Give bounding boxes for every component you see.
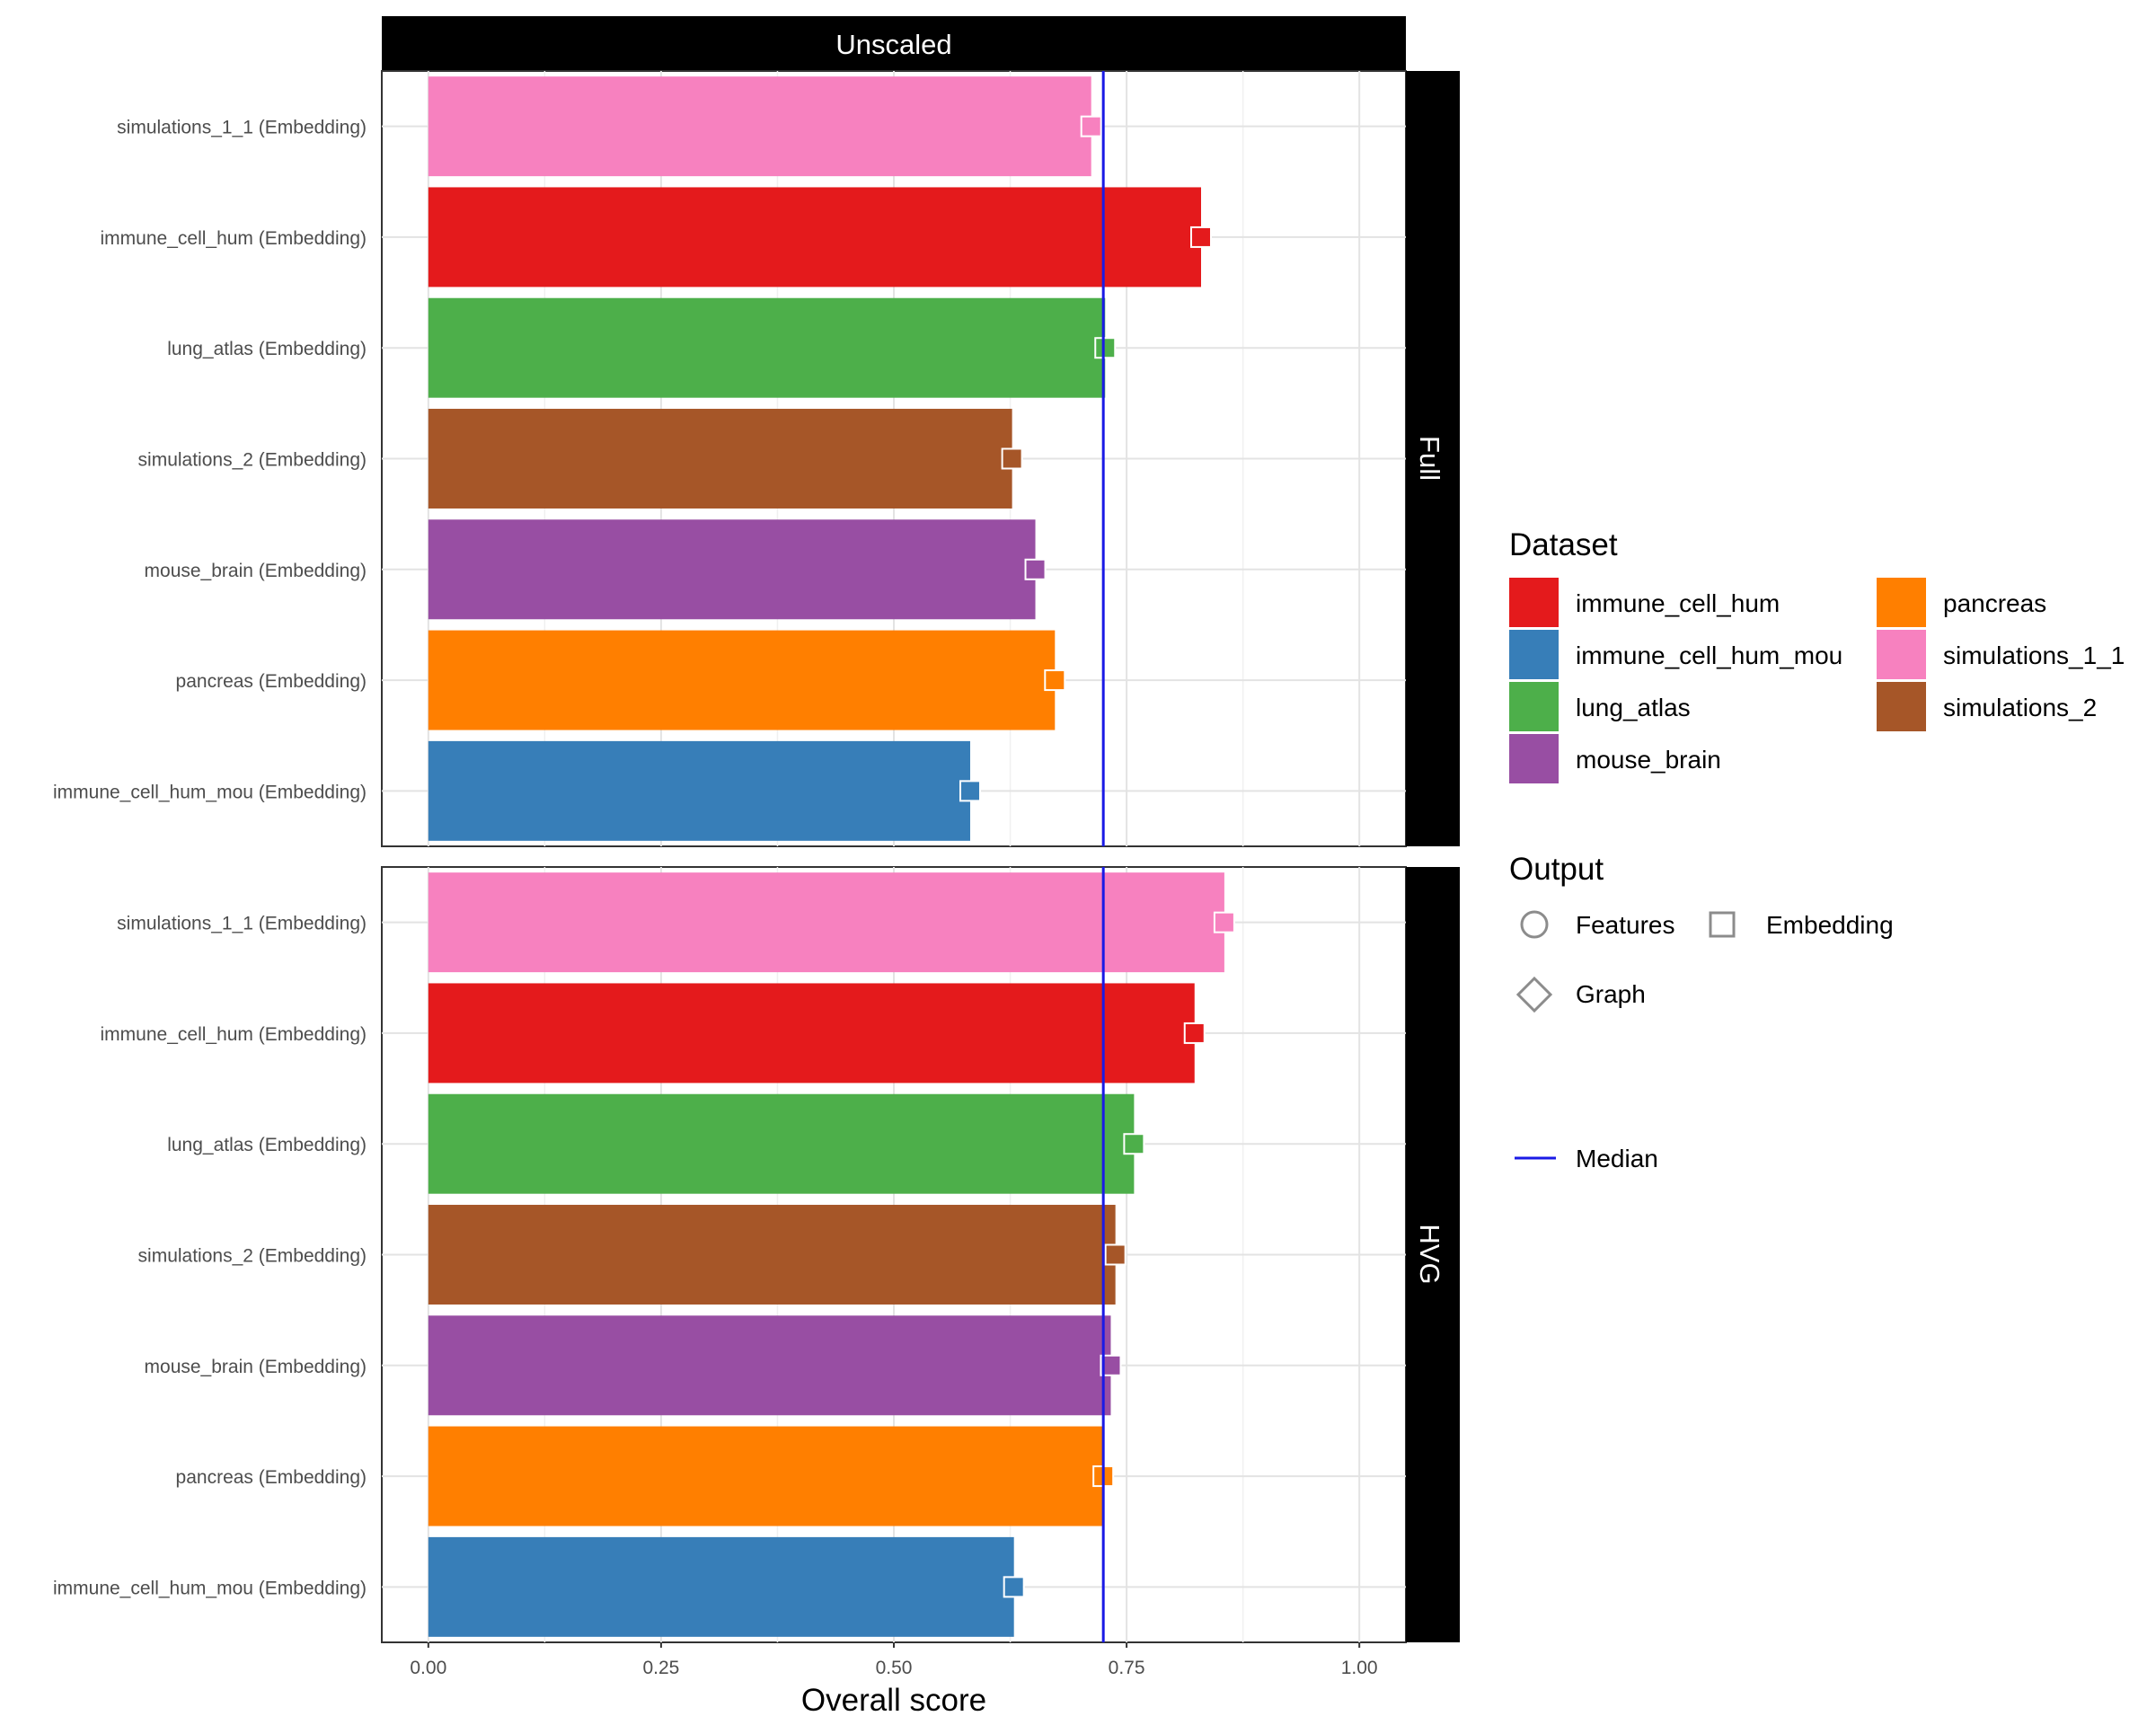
legend-label-mouse_brain: mouse_brain xyxy=(1576,746,1721,774)
bar xyxy=(428,872,1224,973)
point-embedding xyxy=(1183,1022,1206,1044)
legend-swatch-pancreas xyxy=(1877,578,1926,627)
x-axis: 0.00 0.25 0.50 0.75 1.00 xyxy=(410,1642,1378,1678)
legend-label-lung_atlas: lung_atlas xyxy=(1576,694,1691,721)
row-strip-label-full: Full xyxy=(1414,436,1445,481)
point-embedding xyxy=(1080,115,1102,137)
legend-swatch-simulations_2 xyxy=(1877,682,1926,731)
point-embedding xyxy=(1094,337,1117,359)
legend-output-label-features: Features xyxy=(1576,911,1675,939)
legend-swatch-immune_cell_hum xyxy=(1509,578,1559,627)
legend-dataset: Dataset immune_cell_hum immune_cell_hum_m… xyxy=(1509,527,2125,783)
y-tick-label: simulations_1_1 (Embedding) xyxy=(117,914,367,934)
points-hvg xyxy=(1003,911,1235,1598)
point-embedding xyxy=(1024,558,1047,580)
point-embedding xyxy=(1104,1243,1127,1266)
x-tick-label: 0.25 xyxy=(642,1658,679,1678)
x-tick-label: 0.50 xyxy=(876,1658,913,1678)
y-tick-label: immune_cell_hum (Embedding) xyxy=(101,1024,367,1045)
legend-dataset-title: Dataset xyxy=(1509,527,1618,562)
point-embedding xyxy=(1190,226,1212,248)
bar xyxy=(428,1536,1014,1637)
legend-median: Median xyxy=(1515,1145,1658,1172)
y-tick-label: simulations_2 (Embedding) xyxy=(138,1246,367,1267)
legend-label-immune_cell_hum_mou: immune_cell_hum_mou xyxy=(1576,641,1842,669)
y-tick-label: lung_atlas (Embedding) xyxy=(167,1135,367,1155)
x-tick-label: 0.00 xyxy=(410,1658,446,1678)
y-tick-label: immune_cell_hum (Embedding) xyxy=(101,228,367,249)
legend-dataset-entries: immune_cell_hum immune_cell_hum_mou lung_a… xyxy=(1509,578,2125,783)
bar xyxy=(428,519,1036,620)
legend-swatch-simulations_1_1 xyxy=(1877,630,1926,679)
bars-hvg xyxy=(428,872,1224,1637)
x-tick-label: 0.75 xyxy=(1109,1658,1145,1678)
bar xyxy=(428,409,1012,509)
bar xyxy=(428,1205,1116,1305)
column-strip-label: Unscaled xyxy=(835,29,951,60)
point-embedding xyxy=(1044,669,1066,692)
bar xyxy=(428,76,1091,177)
point-embedding xyxy=(1001,447,1023,470)
y-tick-label: immune_cell_hum_mou (Embedding) xyxy=(53,1578,367,1598)
bar xyxy=(428,1426,1104,1526)
legend-output: Output Features Embedding Graph xyxy=(1509,852,1894,1013)
legend-output-label-embedding: Embedding xyxy=(1766,911,1894,939)
point-embedding xyxy=(959,780,981,802)
bars-full xyxy=(428,76,1201,841)
legend-swatch-immune_cell_hum_mou xyxy=(1509,630,1559,679)
x-tick-label: 1.00 xyxy=(1341,1658,1378,1678)
legend-median-label: Median xyxy=(1576,1145,1658,1172)
legend-label-simulations_1_1: simulations_1_1 xyxy=(1943,641,2125,669)
point-embedding xyxy=(1123,1133,1145,1155)
bar xyxy=(428,1315,1111,1416)
x-axis-title: Overall score xyxy=(801,1683,986,1718)
legend-swatch-lung_atlas xyxy=(1509,682,1559,731)
bar xyxy=(428,297,1106,398)
legend-swatch-mouse_brain xyxy=(1509,734,1559,783)
y-tick-labels-full: simulations_1_1 (Embedding) immune_cell_h… xyxy=(53,118,367,803)
legend-output-title: Output xyxy=(1509,852,1604,887)
bar xyxy=(428,740,970,841)
column-strip xyxy=(382,16,1406,71)
y-tick-label: lung_atlas (Embedding) xyxy=(167,339,367,359)
y-tick-label: immune_cell_hum_mou (Embedding) xyxy=(53,782,367,802)
bar xyxy=(428,187,1201,288)
legend-label-pancreas: pancreas xyxy=(1943,589,2046,617)
legend-label-simulations_2: simulations_2 xyxy=(1943,694,2097,721)
y-tick-label: mouse_brain (Embedding) xyxy=(145,561,367,581)
bar xyxy=(428,1093,1135,1194)
legend-output-label-graph: Graph xyxy=(1576,980,1646,1008)
y-tick-label: pancreas (Embedding) xyxy=(176,1467,367,1488)
bar xyxy=(428,983,1195,1084)
row-strip-label-hvg: HVG xyxy=(1414,1224,1445,1284)
point-embedding xyxy=(1003,1576,1025,1598)
y-tick-label: pancreas (Embedding) xyxy=(176,671,367,692)
point-embedding xyxy=(1213,911,1235,933)
legend-square-icon xyxy=(1709,911,1736,938)
panel-full: Full simulations_1_1 (Embedding) immune_c… xyxy=(53,70,1460,847)
legend-diamond-icon xyxy=(1515,976,1553,1013)
y-tick-label: simulations_2 (Embedding) xyxy=(138,450,367,471)
panel-hvg: HVG simulations_1_1 (Embedding) immune_ce… xyxy=(53,866,1460,1643)
y-tick-label: mouse_brain (Embedding) xyxy=(145,1357,367,1377)
legend-label-immune_cell_hum: immune_cell_hum xyxy=(1576,589,1780,617)
point-embedding xyxy=(1100,1354,1122,1376)
y-tick-label: simulations_1_1 (Embedding) xyxy=(117,118,367,138)
y-tick-labels-hvg: simulations_1_1 (Embedding) immune_cell_h… xyxy=(53,914,367,1599)
row-strip-full xyxy=(1406,71,1460,846)
row-strip-hvg xyxy=(1406,867,1460,1642)
legend-circle-icon xyxy=(1520,910,1549,939)
bar xyxy=(428,630,1056,730)
points-full xyxy=(959,115,1212,802)
